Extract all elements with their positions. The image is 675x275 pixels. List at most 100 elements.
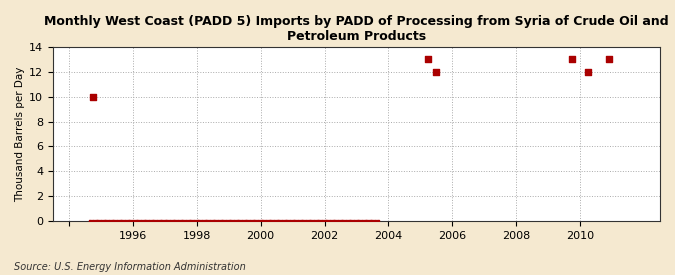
Point — [240, 219, 250, 223]
Point — [138, 219, 149, 223]
Point — [340, 219, 351, 223]
Point — [314, 219, 325, 223]
Point — [567, 57, 578, 62]
Point — [322, 219, 333, 223]
Point — [604, 57, 615, 62]
Point — [223, 219, 234, 223]
Point — [237, 219, 248, 223]
Point — [192, 219, 202, 223]
Point — [88, 219, 99, 223]
Point — [285, 219, 296, 223]
Point — [141, 219, 152, 223]
Point — [133, 219, 144, 223]
Point — [98, 219, 109, 223]
Point — [274, 219, 285, 223]
Point — [255, 219, 266, 223]
Point — [207, 219, 218, 223]
Point — [282, 219, 293, 223]
Point — [431, 70, 441, 74]
Point — [167, 219, 178, 223]
Point — [271, 219, 282, 223]
Point — [277, 219, 288, 223]
Point — [90, 219, 101, 223]
Point — [269, 219, 279, 223]
Point — [154, 219, 165, 223]
Point — [117, 219, 128, 223]
Point — [170, 219, 181, 223]
Point — [298, 219, 308, 223]
Point — [354, 219, 364, 223]
Point — [308, 219, 319, 223]
Point — [250, 219, 261, 223]
Point — [364, 219, 375, 223]
Point — [226, 219, 237, 223]
Point — [327, 219, 338, 223]
Point — [335, 219, 346, 223]
Point — [146, 219, 157, 223]
Point — [157, 219, 167, 223]
Point — [306, 219, 317, 223]
Point — [348, 219, 359, 223]
Point — [242, 219, 252, 223]
Point — [252, 219, 263, 223]
Point — [359, 219, 370, 223]
Point — [325, 219, 335, 223]
Point — [109, 219, 119, 223]
Point — [338, 219, 348, 223]
Point — [330, 219, 341, 223]
Point — [370, 219, 381, 223]
Point — [136, 219, 146, 223]
Point — [119, 219, 130, 223]
Point — [96, 219, 107, 223]
Point — [159, 219, 170, 223]
Point — [114, 219, 125, 223]
Point — [184, 219, 194, 223]
Point — [221, 219, 232, 223]
Point — [148, 219, 159, 223]
Point — [234, 219, 245, 223]
Point — [261, 219, 271, 223]
Point — [189, 219, 200, 223]
Point — [103, 219, 114, 223]
Point — [343, 219, 354, 223]
Point — [196, 219, 207, 223]
Point — [125, 219, 136, 223]
Point — [205, 219, 215, 223]
Point — [93, 219, 104, 223]
Point — [144, 219, 155, 223]
Y-axis label: Thousand Barrels per Day: Thousand Barrels per Day — [15, 66, 25, 202]
Point — [266, 219, 277, 223]
Point — [165, 219, 176, 223]
Point — [232, 219, 242, 223]
Point — [583, 70, 593, 74]
Text: Source: U.S. Energy Information Administration: Source: U.S. Energy Information Administ… — [14, 262, 245, 272]
Point — [128, 219, 138, 223]
Point — [85, 219, 96, 223]
Point — [162, 219, 173, 223]
Point — [317, 219, 327, 223]
Point — [101, 219, 111, 223]
Point — [186, 219, 197, 223]
Point — [351, 219, 362, 223]
Title: Monthly West Coast (PADD 5) Imports by PADD of Processing from Syria of Crude Oi: Monthly West Coast (PADD 5) Imports by P… — [44, 15, 669, 43]
Point — [279, 219, 290, 223]
Point — [295, 219, 306, 223]
Point — [258, 219, 269, 223]
Point — [362, 219, 373, 223]
Point — [194, 219, 205, 223]
Point — [176, 219, 186, 223]
Point — [178, 219, 189, 223]
Point — [210, 219, 221, 223]
Point — [244, 219, 255, 223]
Point — [319, 219, 330, 223]
Point — [290, 219, 300, 223]
Point — [300, 219, 311, 223]
Point — [303, 219, 314, 223]
Point — [263, 219, 274, 223]
Point — [122, 219, 133, 223]
Point — [106, 219, 117, 223]
Point — [199, 219, 210, 223]
Point — [311, 219, 322, 223]
Point — [367, 219, 378, 223]
Point — [423, 57, 434, 62]
